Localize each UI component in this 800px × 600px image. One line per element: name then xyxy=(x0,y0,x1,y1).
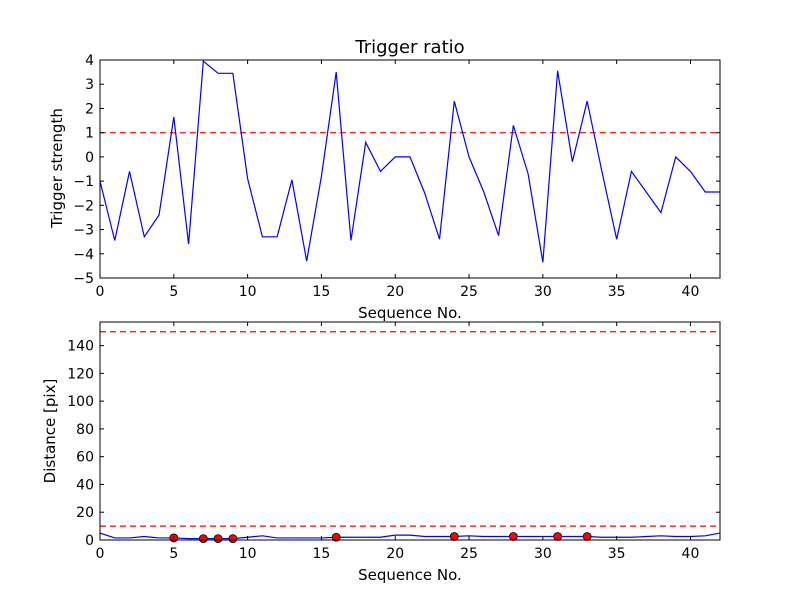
x-tick-label: 10 xyxy=(239,546,257,562)
y-tick-label: 0 xyxy=(85,150,94,166)
x-tick-label: 15 xyxy=(313,546,331,562)
y-axis-label-text: Trigger strength xyxy=(48,108,66,229)
x-tick-label: 5 xyxy=(169,546,178,562)
y-tick-label: 140 xyxy=(67,339,94,355)
x-axis-label: Sequence No. xyxy=(358,566,462,584)
x-tick-label: 40 xyxy=(682,284,700,300)
x-tick-label: 30 xyxy=(534,546,552,562)
data-point-marker xyxy=(228,534,238,544)
distance-plot: Distance [pix] Sequence No. 0 5 10 15 20 25 30… xyxy=(41,321,721,584)
x-tick-label: 0 xyxy=(96,546,105,562)
x-tick-label: 35 xyxy=(608,284,626,300)
y-tick-label: 2 xyxy=(85,101,94,117)
y-tick-label: 100 xyxy=(67,394,94,410)
data-point-marker xyxy=(553,532,563,541)
axes-frame xyxy=(99,321,721,541)
x-tick-label: 25 xyxy=(460,284,478,300)
y-tick-label: −3 xyxy=(73,223,94,239)
x-tick-label: 15 xyxy=(313,284,331,300)
chart-title: Trigger ratio xyxy=(354,37,464,58)
y-tick-label: −5 xyxy=(73,271,94,287)
data-point-marker xyxy=(508,532,518,541)
trigger-ratio-plot: Trigger ratio Trigger strength Sequence … xyxy=(48,37,721,322)
y-axis-label: Trigger strength xyxy=(48,108,66,229)
x-tick-label: 20 xyxy=(386,284,404,300)
x-tick-label: 0 xyxy=(96,284,105,300)
y-tick-label: 120 xyxy=(67,366,94,382)
y-axis-label: Distance [pix] xyxy=(41,379,59,484)
y-tick-label: 4 xyxy=(85,53,94,69)
x-tick-label: 40 xyxy=(682,546,700,562)
x-tick-label: 5 xyxy=(169,284,178,300)
x-axis-label: Sequence No. xyxy=(358,304,462,322)
y-tick-label: 3 xyxy=(85,77,94,93)
y-tick-label: 40 xyxy=(76,477,94,493)
y-tick-label: 20 xyxy=(76,505,94,521)
x-tick-label: 10 xyxy=(239,284,257,300)
y-tick-label: −1 xyxy=(73,174,94,190)
y-tick-label: −2 xyxy=(73,198,94,214)
data-point-marker xyxy=(449,532,459,541)
plot-area xyxy=(100,60,720,263)
x-tick-label: 25 xyxy=(460,546,478,562)
y-tick-label: −4 xyxy=(73,247,94,263)
data-point-marker xyxy=(213,534,223,544)
data-point-marker xyxy=(198,534,208,544)
y-axis-label-text: Distance [pix] xyxy=(41,379,59,484)
y-tick-label: 0 xyxy=(85,533,94,549)
x-tick-label: 20 xyxy=(386,546,404,562)
y-tick-label: 1 xyxy=(85,126,94,142)
x-tick-label: 30 xyxy=(534,284,552,300)
y-tick-label: 80 xyxy=(76,422,94,438)
axes-frame xyxy=(99,59,721,279)
y-tick-label: 60 xyxy=(76,450,94,466)
data-point-marker xyxy=(582,532,592,541)
series-line xyxy=(100,60,720,263)
data-point-marker xyxy=(331,532,341,542)
x-tick-label: 35 xyxy=(608,546,626,562)
